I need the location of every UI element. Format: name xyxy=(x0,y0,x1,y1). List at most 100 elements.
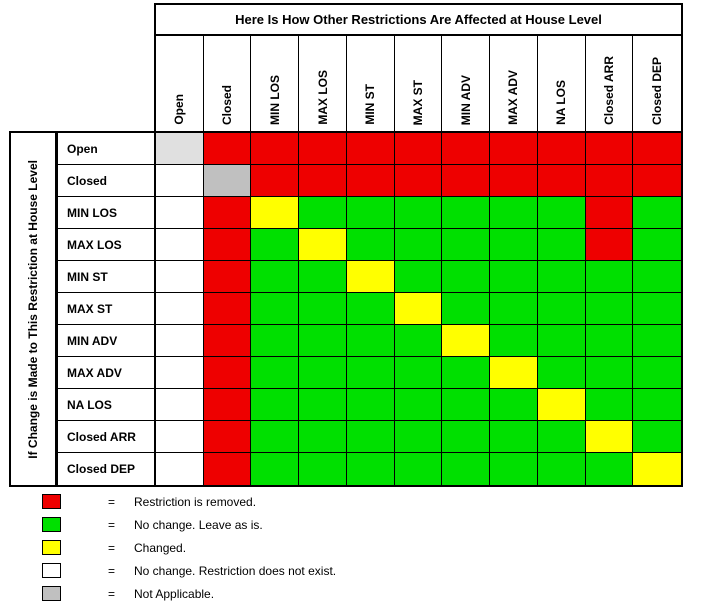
matrix-cell-open-min-los xyxy=(251,133,300,165)
matrix-grid xyxy=(154,131,683,487)
matrix-cell-closed-arr-max-los xyxy=(299,421,347,453)
matrix-cell-max-los-closed-dep xyxy=(633,229,681,261)
matrix-cell-max-los-closed-arr xyxy=(585,229,634,261)
row-header-max-st: MAX ST xyxy=(58,293,154,325)
column-header-closed-dep: Closed DEP xyxy=(633,36,681,131)
matrix-cell-min-adv-max-adv xyxy=(490,325,538,357)
matrix-cell-closed-dep-max-st xyxy=(394,453,443,485)
row-header-closed-dep: Closed DEP xyxy=(67,462,136,476)
matrix-cell-min-adv-min-st xyxy=(346,325,395,357)
matrix-cell-min-adv-min-los xyxy=(251,325,300,357)
matrix-cell-max-st-closed xyxy=(203,293,252,325)
legend-swatch-changed xyxy=(42,540,61,555)
matrix-cell-open-max-los xyxy=(299,133,347,165)
matrix-cell-max-los-min-adv xyxy=(442,229,491,261)
row-labels: Open Closed MIN LOS MAX LOS MIN ST MAX ST MIN … xyxy=(56,131,156,487)
legend-equals-sign: = xyxy=(108,540,116,555)
matrix-cell-min-los-min-los xyxy=(251,197,300,229)
matrix-cell-closed-arr-na-los xyxy=(537,421,586,453)
column-header-label: MAX ADV xyxy=(506,70,521,125)
matrix-cell-min-los-closed-dep xyxy=(633,197,681,229)
matrix-cell-max-st-max-los xyxy=(299,293,347,325)
legend-row-no-change: = No change. Leave as is. xyxy=(42,513,336,536)
legend: = Restriction is removed. = No change. Leav… xyxy=(42,490,336,605)
matrix-cell-closed-min-adv xyxy=(442,165,491,197)
legend-label: Changed. xyxy=(134,540,187,555)
column-header-label: Closed ARR xyxy=(601,56,616,125)
matrix-cell-min-adv-min-adv xyxy=(442,325,491,357)
legend-swatch-not-exist xyxy=(42,563,61,578)
matrix-cell-max-adv-closed-arr xyxy=(585,357,634,389)
matrix-cell-closed-arr-min-adv xyxy=(442,421,491,453)
legend-swatch-no-change xyxy=(42,517,61,532)
matrix-cell-min-los-closed-arr xyxy=(585,197,634,229)
matrix-cell-na-los-open xyxy=(156,389,204,421)
legend-equals-sign: = xyxy=(108,586,116,601)
matrix-cell-closed-arr-max-st xyxy=(394,421,443,453)
matrix-cell-open-closed xyxy=(203,133,252,165)
matrix-cell-min-adv-open xyxy=(156,325,204,357)
matrix-cell-max-st-min-los xyxy=(251,293,300,325)
column-header-label: MIN ST xyxy=(363,84,378,125)
matrix-cell-closed-arr-open xyxy=(156,421,204,453)
matrix-cell-max-los-min-los xyxy=(251,229,300,261)
row-axis-label-box: If Change is Made to This Restriction at… xyxy=(9,131,57,487)
legend-label: Not Applicable. xyxy=(134,586,215,601)
matrix-cell-closed-min-st xyxy=(346,165,395,197)
matrix-cell-na-los-min-adv xyxy=(442,389,491,421)
matrix-cell-closed-arr-min-los xyxy=(251,421,300,453)
matrix-cell-closed-closed xyxy=(203,165,252,197)
row-axis-label: If Change is Made to This Restriction at… xyxy=(26,159,40,459)
matrix-cell-closed-arr-closed-dep xyxy=(633,421,681,453)
matrix-cell-min-adv-closed xyxy=(203,325,252,357)
matrix-cell-na-los-closed-arr xyxy=(585,389,634,421)
matrix-cell-min-los-max-st xyxy=(394,197,443,229)
matrix-cell-max-st-closed-arr xyxy=(585,293,634,325)
matrix-cell-max-adv-open xyxy=(156,357,204,389)
row-header-min-adv: MIN ADV xyxy=(58,325,154,357)
column-headers: Open Closed MIN LOS MAX LOS MIN ST MAX ST MIN … xyxy=(154,34,683,133)
matrix-cell-closed-dep-min-st xyxy=(346,453,395,485)
matrix-cell-max-los-min-st xyxy=(346,229,395,261)
matrix-cell-min-st-closed-arr xyxy=(585,261,634,293)
column-header-label: Open xyxy=(172,94,187,125)
matrix-cell-min-adv-closed-dep xyxy=(633,325,681,357)
matrix-cell-max-los-max-los xyxy=(299,229,347,261)
matrix-cell-closed-dep-closed xyxy=(203,453,252,485)
matrix-cell-na-los-min-st xyxy=(346,389,395,421)
matrix-cell-max-st-na-los xyxy=(537,293,586,325)
matrix-cell-closed-arr-closed xyxy=(203,421,252,453)
matrix-cell-min-los-min-adv xyxy=(442,197,491,229)
matrix-cell-min-st-min-los xyxy=(251,261,300,293)
matrix-cell-closed-open xyxy=(156,165,204,197)
matrix-cell-max-adv-min-st xyxy=(346,357,395,389)
matrix-cell-open-max-adv xyxy=(490,133,538,165)
matrix-cell-min-st-closed-dep xyxy=(633,261,681,293)
column-header-label: NA LOS xyxy=(554,80,569,125)
matrix-cell-open-closed-arr xyxy=(585,133,634,165)
legend-label: No change. Restriction does not exist. xyxy=(134,563,337,578)
matrix-cell-max-st-min-st xyxy=(346,293,395,325)
matrix-cell-min-st-max-los xyxy=(299,261,347,293)
matrix-cell-min-st-min-st xyxy=(346,261,395,293)
column-header-open: Open xyxy=(156,36,204,131)
matrix-cell-max-st-min-adv xyxy=(442,293,491,325)
row-header-open: Open xyxy=(58,133,154,165)
legend-row-na: = Not Applicable. xyxy=(42,582,336,605)
matrix-cell-open-max-st xyxy=(394,133,443,165)
matrix-cell-max-adv-min-los xyxy=(251,357,300,389)
column-header-na-los: NA LOS xyxy=(538,36,586,131)
matrix-cell-min-los-closed xyxy=(203,197,252,229)
matrix-cell-min-st-max-adv xyxy=(490,261,538,293)
matrix-cell-max-st-max-adv xyxy=(490,293,538,325)
matrix-cell-max-adv-na-los xyxy=(537,357,586,389)
matrix-cell-closed-arr-closed-arr xyxy=(585,421,634,453)
column-header-label: Closed xyxy=(220,84,235,125)
matrix-cell-closed-dep-max-los xyxy=(299,453,347,485)
row-header-min-los: MIN LOS xyxy=(58,197,154,229)
matrix-cell-min-los-max-los xyxy=(299,197,347,229)
matrix-cell-min-adv-max-st xyxy=(394,325,443,357)
matrix-cell-min-st-max-st xyxy=(394,261,443,293)
matrix-cell-closed-dep-min-los xyxy=(251,453,300,485)
